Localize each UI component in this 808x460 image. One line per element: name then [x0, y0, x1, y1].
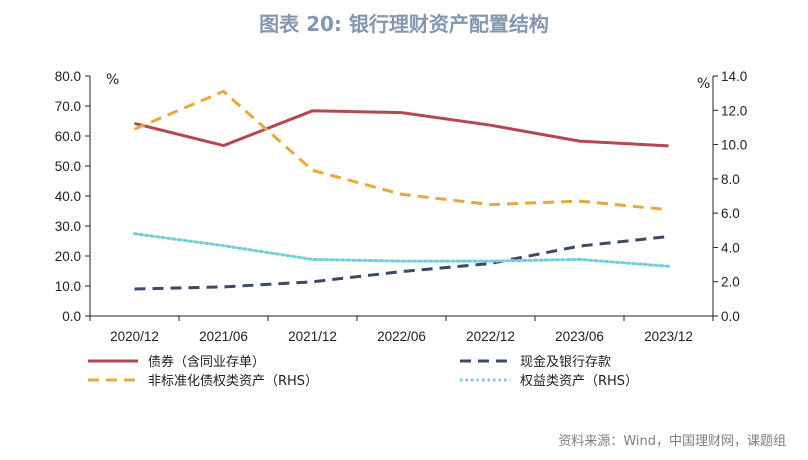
right-tick-label: 10.0 [721, 138, 747, 153]
right-tick-label: 4.0 [721, 240, 740, 255]
right-tick-label: 0.0 [721, 309, 740, 324]
x-tick-label: 2023/06 [555, 329, 604, 344]
legend-label: 权益类资产（RHS） [520, 373, 638, 389]
left-tick-label: 0.0 [62, 309, 81, 324]
right-tick-label: 2.0 [721, 275, 740, 290]
right-tick-label: 6.0 [721, 206, 740, 221]
x-tick-label: 2021/06 [199, 329, 248, 344]
x-tick-label: 2022/06 [377, 329, 426, 344]
left-tick-label: 70.0 [55, 99, 81, 114]
x-tick-label: 2023/12 [644, 329, 693, 344]
series-line [134, 109, 669, 148]
left-tick-label: 60.0 [55, 129, 81, 144]
left-tick-label: 20.0 [55, 249, 81, 264]
left-axis-unit: % [106, 72, 119, 88]
left-tick-label: 80.0 [55, 69, 81, 84]
axes: 0.0 10.0 20.0 30.0 40.0 50.0 60.0 70.0 80.0 0.0 2.… [55, 69, 748, 344]
left-tick-label: 10.0 [55, 279, 81, 294]
x-tick-label: 2020/12 [110, 329, 159, 344]
left-tick-label: 50.0 [55, 159, 81, 174]
legend-label: 现金及银行存款 [520, 354, 611, 370]
series-line [133, 89, 669, 212]
x-tick-label: 2022/12 [466, 329, 515, 344]
chart-title: 图表 20: 银行理财资产配置结构 [259, 12, 549, 36]
legend-label: 非标准化债权类资产（RHS） [148, 373, 318, 389]
right-tick-label: 14.0 [721, 69, 747, 84]
left-tick-label: 40.0 [55, 189, 81, 204]
right-axis-unit: % [697, 76, 710, 92]
series-line [133, 232, 670, 268]
legend-label: 债券（含同业存单） [148, 354, 265, 370]
right-tick-label: 8.0 [721, 172, 740, 187]
series-lines [133, 89, 670, 291]
left-tick-label: 30.0 [55, 219, 81, 234]
x-tick-label: 2021/12 [288, 329, 337, 344]
right-tick-label: 12.0 [721, 103, 747, 118]
source-note: 资料来源：Wind，中国理财网，课题组 [558, 434, 786, 449]
